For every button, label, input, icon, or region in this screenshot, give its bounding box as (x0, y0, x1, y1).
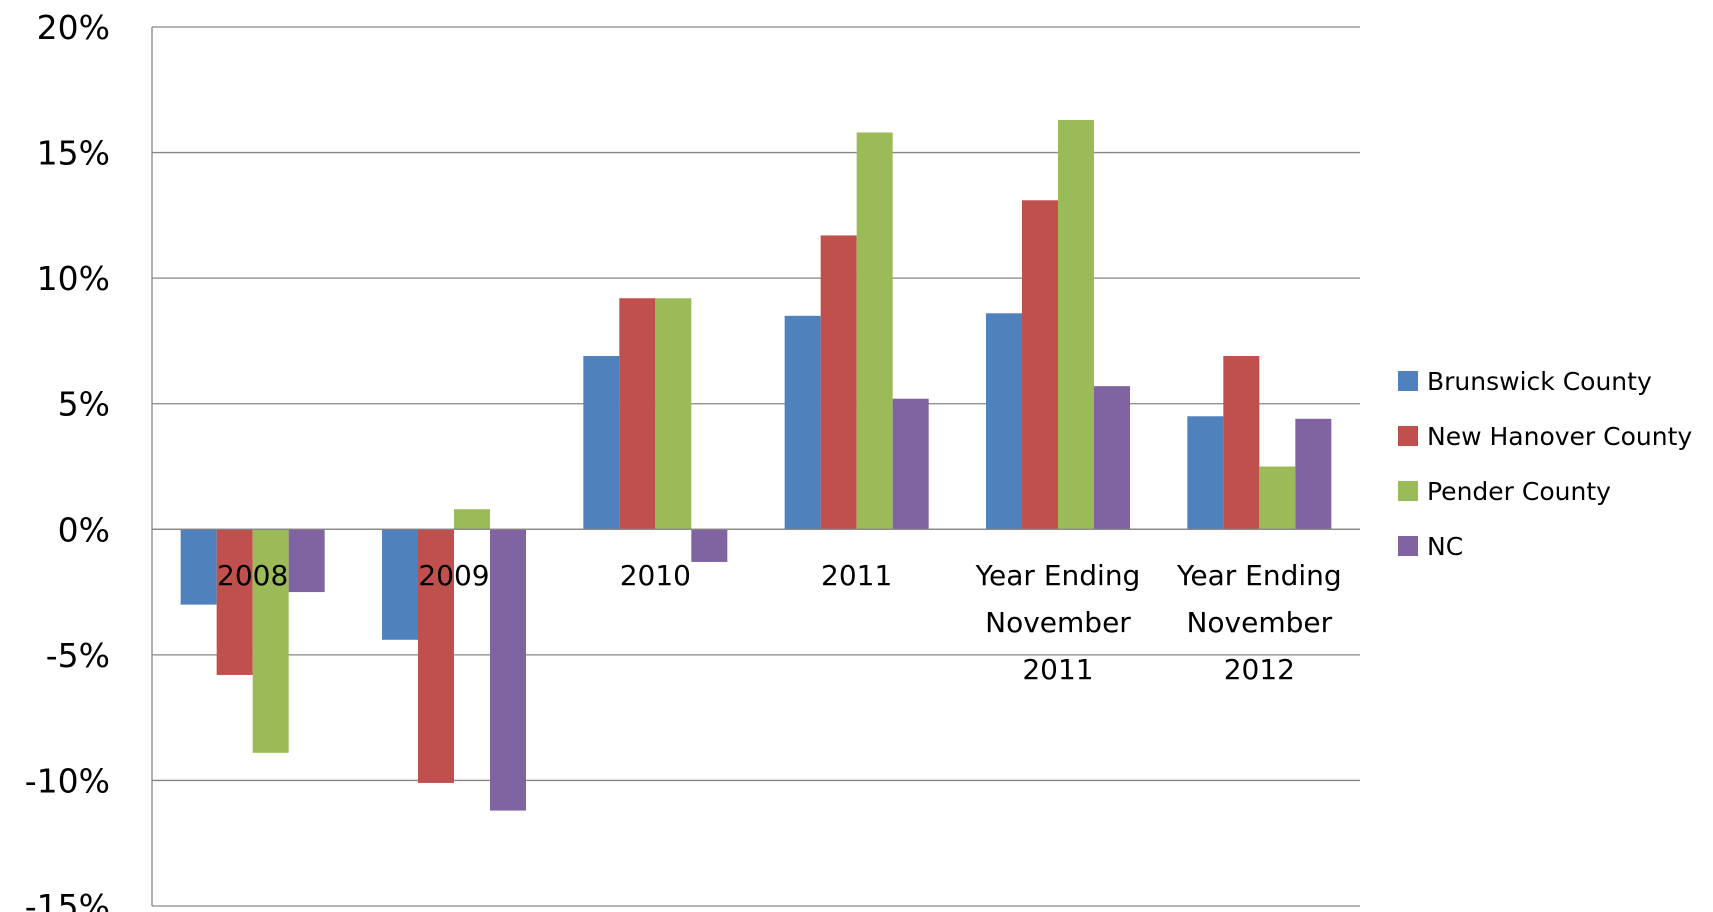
x-tick-label: 2010 (620, 559, 691, 592)
legend-label: New Hanover County (1427, 422, 1692, 451)
bar (216, 529, 253, 675)
y-tick-label: 0% (58, 510, 110, 549)
x-tick-label: 2008 (217, 559, 288, 592)
bar (288, 529, 325, 593)
bar (820, 235, 857, 530)
legend-label: NC (1427, 532, 1463, 561)
bar (619, 298, 656, 530)
x-tick-label: 2011 (1022, 653, 1093, 686)
legend-label: Pender County (1427, 477, 1611, 506)
bar (252, 529, 289, 753)
x-tick-label: 2009 (418, 559, 489, 592)
x-tick-label: Year Ending (975, 559, 1141, 592)
bar (1223, 355, 1260, 530)
bar (382, 529, 418, 640)
legend-swatch (1398, 536, 1418, 556)
bar (784, 315, 821, 530)
x-tick-label: November (985, 606, 1131, 639)
bar (490, 529, 526, 811)
bar (180, 529, 217, 605)
legend-label: Brunswick County (1427, 367, 1652, 396)
x-axis-tick-labels: 2008 2009 2010 2011 Year Ending November 2011 Y… (217, 559, 1342, 686)
y-tick-label: -15% (25, 887, 110, 912)
x-tick-label: November (1186, 606, 1332, 639)
x-tick-label: 2012 (1224, 653, 1295, 686)
y-tick-label: 20% (37, 8, 110, 47)
y-tick-label: 15% (37, 134, 110, 173)
bar (691, 529, 728, 562)
legend-swatch (1398, 426, 1418, 446)
bar (655, 298, 692, 530)
bar (1022, 200, 1058, 530)
x-tick-label: Year Ending (1176, 559, 1342, 592)
bar (892, 398, 929, 530)
bar (583, 355, 620, 530)
legend-swatch (1398, 371, 1418, 391)
bar (1187, 416, 1224, 530)
y-axis-tick-labels: 20% 15% 10% 5% 0% -5% -10% -15% (25, 8, 110, 912)
y-tick-label: -5% (46, 636, 110, 675)
bar (856, 132, 893, 530)
bar (986, 313, 1022, 530)
bar (1259, 466, 1296, 530)
axes (151, 27, 1360, 906)
legend: Brunswick County New Hanover County Pender… (1398, 367, 1692, 561)
legend-swatch (1398, 481, 1418, 501)
x-tick-label: 2011 (821, 559, 892, 592)
bar (418, 529, 454, 783)
bar (454, 509, 490, 530)
y-tick-label: -10% (25, 761, 110, 800)
y-tick-label: 10% (37, 259, 110, 298)
bar (1295, 418, 1332, 530)
bar (1094, 386, 1130, 530)
bar (1058, 119, 1094, 530)
bars (180, 119, 1332, 811)
y-tick-label: 5% (58, 385, 110, 424)
gridlines (152, 26, 1360, 907)
